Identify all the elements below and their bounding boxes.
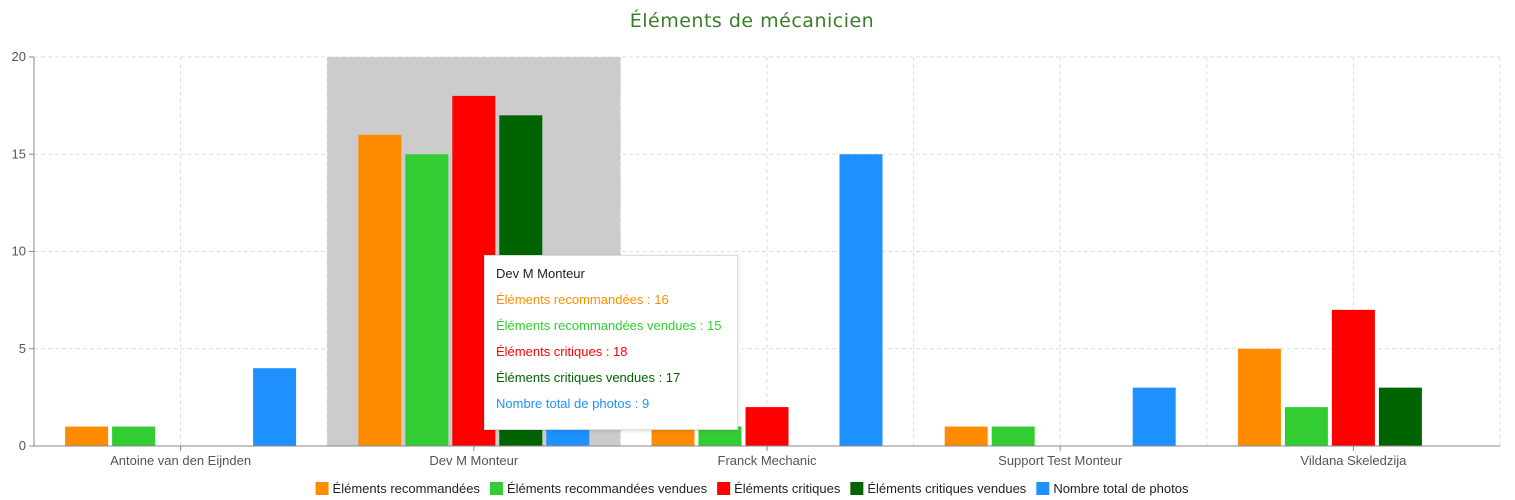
bar bbox=[698, 426, 742, 446]
chart-title: Éléments de mécanicien bbox=[630, 9, 874, 32]
y-tick-label: 15 bbox=[12, 146, 26, 161]
x-tick-labels: Antoine van den Eijnden Dev M Monteur Fran… bbox=[110, 453, 1407, 468]
bar bbox=[745, 407, 789, 446]
legend-item: Nombre total de photos bbox=[1036, 481, 1189, 496]
bar bbox=[112, 426, 156, 446]
tooltip-row: Éléments recommandées vendues : 15 bbox=[496, 318, 722, 333]
bar bbox=[405, 154, 449, 446]
legend-label: Éléments recommandées bbox=[333, 481, 481, 496]
x-tick-label: Antoine van den Eijnden bbox=[110, 453, 251, 468]
bar bbox=[1237, 348, 1281, 446]
tooltip-row: Éléments critiques vendues : 17 bbox=[496, 370, 681, 385]
bar bbox=[651, 426, 695, 446]
x-tick-label: Dev M Monteur bbox=[429, 453, 519, 468]
bar bbox=[839, 154, 883, 446]
legend-label: Éléments critiques bbox=[734, 481, 841, 496]
bars bbox=[65, 95, 1422, 447]
legend-label: Éléments recommandées vendues bbox=[507, 481, 708, 496]
bar bbox=[1378, 387, 1422, 446]
legend-swatch bbox=[1036, 482, 1050, 495]
tooltip: Dev M Monteur Éléments recommandées : 16… bbox=[484, 255, 738, 430]
bar bbox=[1331, 309, 1375, 446]
bar bbox=[1132, 387, 1176, 446]
tooltip-row: Éléments critiques : 18 bbox=[496, 344, 628, 359]
tooltip-row: Éléments recommandées : 16 bbox=[496, 292, 669, 307]
x-tick-label: Support Test Monteur bbox=[998, 453, 1123, 468]
legend-label: Nombre total de photos bbox=[1053, 481, 1189, 496]
y-tick-label: 5 bbox=[19, 341, 26, 356]
legend-item: Éléments critiques bbox=[717, 481, 841, 496]
y-tick-labels: 0 5 10 15 20 bbox=[12, 49, 26, 453]
y-tick-label: 10 bbox=[12, 244, 26, 259]
y-tick-label: 20 bbox=[12, 49, 26, 64]
bar bbox=[358, 134, 402, 447]
tooltip-row: Nombre total de photos : 9 bbox=[496, 396, 650, 411]
x-tick-label: Vildana Skeledzija bbox=[1300, 453, 1407, 468]
y-tick-label: 0 bbox=[19, 438, 26, 453]
legend-item: Éléments recommandées bbox=[315, 481, 481, 496]
legend-swatch bbox=[850, 482, 864, 495]
bar bbox=[65, 426, 109, 446]
legend: Éléments recommandées Éléments recommandé… bbox=[315, 481, 1189, 496]
bar bbox=[1284, 407, 1328, 446]
x-tick-label: Franck Mechanic bbox=[718, 453, 817, 468]
tooltip-title: Dev M Monteur bbox=[496, 266, 585, 281]
legend-item: Éléments recommandées vendues bbox=[489, 481, 708, 496]
axes bbox=[29, 56, 1500, 451]
bar bbox=[991, 426, 1035, 446]
legend-label: Éléments critiques vendues bbox=[867, 481, 1026, 496]
bar bbox=[944, 426, 988, 446]
bar bbox=[253, 368, 297, 446]
legend-swatch bbox=[489, 482, 503, 495]
legend-item: Éléments critiques vendues bbox=[850, 481, 1027, 496]
legend-swatch bbox=[717, 482, 731, 495]
legend-swatch bbox=[315, 482, 329, 495]
